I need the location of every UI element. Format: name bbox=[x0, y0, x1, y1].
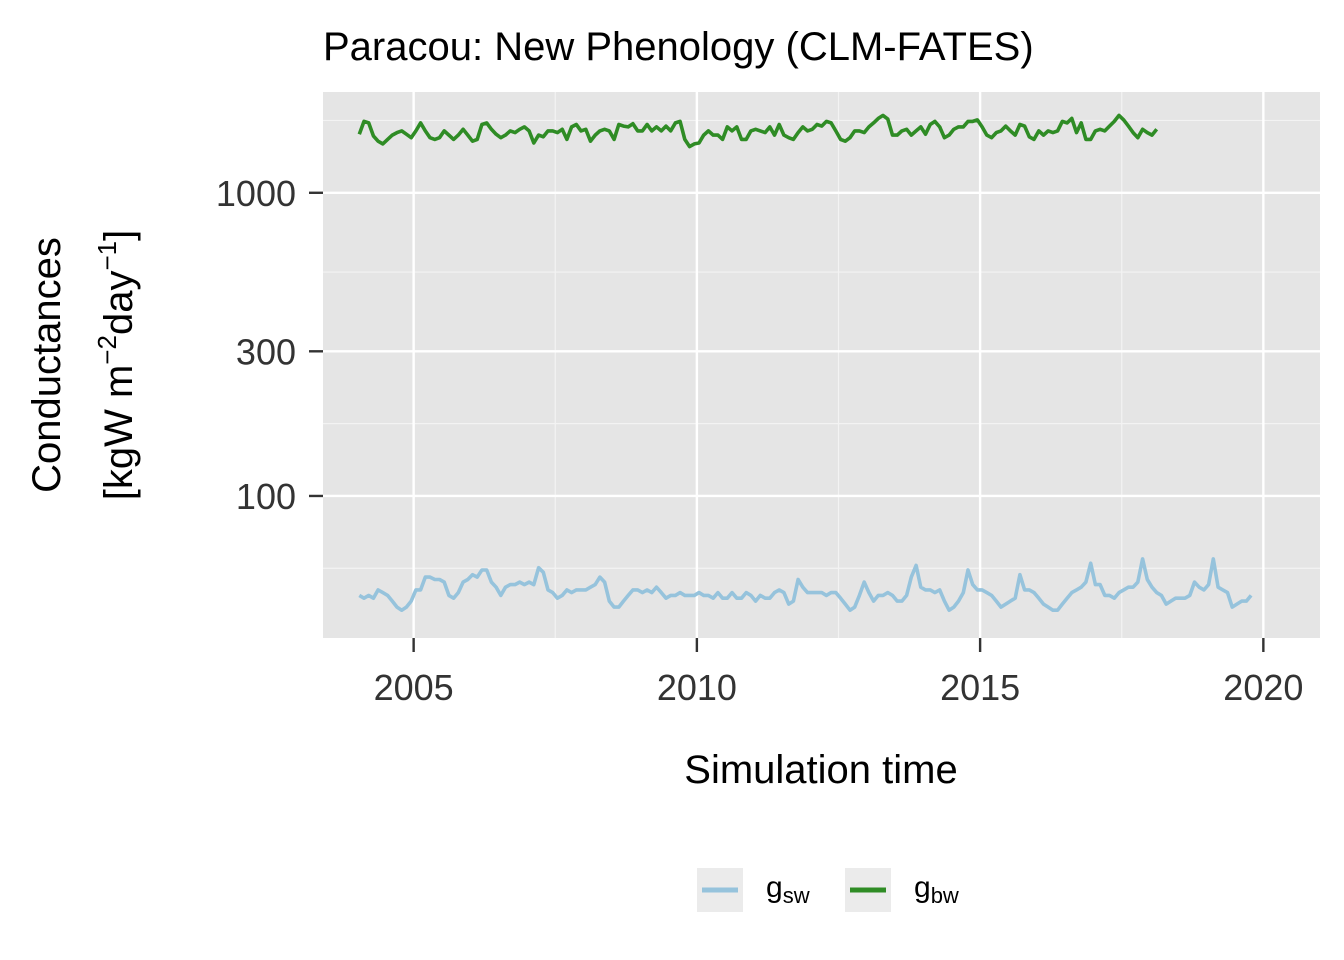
legend: gsw gbw bbox=[697, 868, 959, 912]
y-tick-label-2: 1000 bbox=[216, 173, 296, 214]
series-layer bbox=[357, 113, 1253, 613]
grid-major bbox=[323, 92, 1320, 638]
y-unit-open: [kgW m bbox=[97, 365, 141, 501]
y-axis: 100 300 1000 bbox=[216, 173, 323, 517]
x-axis-title: Simulation time bbox=[684, 748, 957, 792]
y-axis-title-line2: [kgW m−2day−1] bbox=[92, 230, 141, 500]
legend-label-gsw-base: g bbox=[766, 871, 783, 904]
grid-minor bbox=[323, 92, 1320, 638]
y-tick-label-1: 300 bbox=[236, 331, 296, 372]
y-unit-close: ] bbox=[97, 230, 141, 241]
y-axis-title-line1: Conductances bbox=[25, 237, 69, 493]
x-tick-label-3: 2020 bbox=[1223, 667, 1303, 708]
chart-title: Paracou: New Phenology (CLM-FATES) bbox=[323, 25, 1034, 69]
x-tick-label-1: 2010 bbox=[657, 667, 737, 708]
legend-label-gsw: gsw bbox=[766, 871, 810, 908]
x-axis: 2005 2010 2015 2020 bbox=[374, 638, 1303, 708]
series-line-gsw bbox=[358, 557, 1253, 613]
y-axis-title: Conductances [kgW m−2day−1] bbox=[25, 230, 141, 500]
plot-panel bbox=[323, 92, 1320, 638]
legend-label-gbw-sub: bw bbox=[931, 883, 959, 908]
x-tick-label-0: 2005 bbox=[374, 667, 454, 708]
legend-label-gbw-base: g bbox=[914, 871, 931, 904]
y-unit-exp2: −1 bbox=[92, 241, 122, 271]
y-unit-mid: day bbox=[97, 271, 141, 336]
legend-label-gsw-sub: sw bbox=[783, 883, 810, 908]
x-tick-label-2: 2015 bbox=[940, 667, 1020, 708]
y-unit-exp1: −2 bbox=[92, 335, 122, 365]
series-line-gbw bbox=[357, 113, 1159, 149]
legend-label-gbw: gbw bbox=[914, 871, 959, 908]
y-tick-label-0: 100 bbox=[236, 476, 296, 517]
